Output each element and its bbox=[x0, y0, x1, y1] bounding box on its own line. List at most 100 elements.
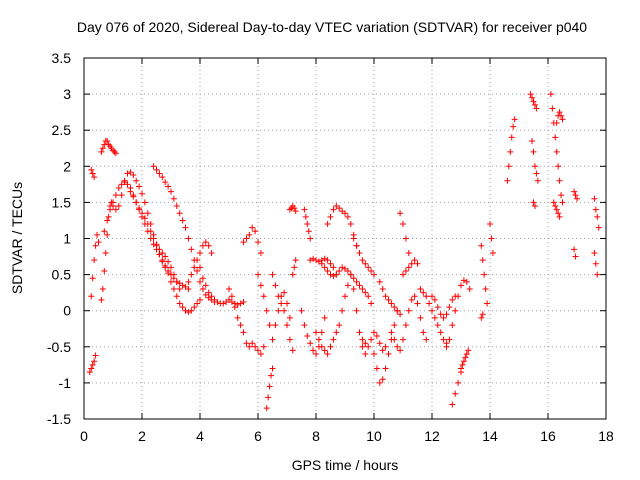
series-arc-30 bbox=[388, 293, 430, 354]
data-point bbox=[459, 361, 466, 368]
data-point bbox=[530, 98, 537, 105]
data-point bbox=[400, 271, 406, 278]
data-point bbox=[321, 255, 328, 262]
data-point bbox=[214, 299, 221, 306]
data-point bbox=[508, 134, 515, 141]
data-point bbox=[101, 228, 108, 235]
data-point bbox=[88, 365, 95, 372]
data-point bbox=[527, 91, 534, 98]
series-arc-44 bbox=[553, 109, 566, 126]
data-point bbox=[511, 116, 518, 123]
data-point bbox=[286, 206, 293, 213]
data-point bbox=[400, 336, 406, 343]
data-point bbox=[446, 336, 453, 343]
y-tick-label: 3 bbox=[63, 86, 71, 102]
data-point bbox=[147, 228, 154, 235]
data-point bbox=[385, 351, 392, 358]
data-point bbox=[342, 293, 348, 300]
data-point bbox=[420, 329, 427, 336]
y-tick-label: -1.5 bbox=[47, 411, 71, 427]
series-arc-48 bbox=[591, 195, 602, 231]
data-point bbox=[594, 213, 601, 220]
data-point bbox=[115, 203, 122, 210]
data-point bbox=[368, 300, 375, 307]
data-point bbox=[112, 150, 119, 157]
series-arc-23 bbox=[313, 271, 369, 358]
data-point bbox=[402, 267, 409, 274]
data-point bbox=[359, 286, 366, 293]
series-arc-46 bbox=[571, 188, 580, 202]
data-point bbox=[479, 257, 486, 264]
data-point bbox=[362, 289, 369, 296]
data-point bbox=[333, 271, 340, 278]
data-point bbox=[449, 401, 456, 408]
data-point bbox=[92, 242, 99, 249]
data-point bbox=[553, 148, 560, 155]
data-point bbox=[260, 293, 267, 300]
data-point bbox=[89, 275, 96, 282]
data-point bbox=[307, 235, 314, 242]
data-point bbox=[112, 192, 119, 199]
data-point bbox=[321, 264, 328, 271]
data-point bbox=[141, 199, 148, 206]
data-point bbox=[423, 293, 430, 300]
data-point bbox=[344, 282, 351, 289]
data-point bbox=[400, 221, 406, 228]
data-point bbox=[529, 94, 536, 101]
data-point bbox=[330, 336, 337, 343]
data-point bbox=[315, 336, 322, 343]
data-point bbox=[194, 257, 201, 264]
data-point bbox=[484, 300, 491, 307]
data-point bbox=[330, 273, 337, 280]
data-point bbox=[397, 347, 404, 354]
data-point bbox=[347, 271, 354, 278]
data-point bbox=[552, 134, 559, 141]
data-point bbox=[162, 262, 169, 269]
data-point bbox=[414, 300, 421, 307]
data-point bbox=[449, 322, 456, 329]
data-point bbox=[391, 336, 398, 343]
data-point bbox=[443, 311, 450, 318]
x-tick-label: 6 bbox=[254, 428, 262, 444]
data-point bbox=[197, 249, 203, 256]
data-point bbox=[105, 213, 112, 220]
data-point bbox=[327, 213, 334, 220]
data-point bbox=[275, 307, 282, 314]
series-arc-45 bbox=[550, 199, 563, 220]
x-tick-label: 16 bbox=[540, 428, 556, 444]
data-point bbox=[104, 231, 111, 238]
data-point bbox=[318, 343, 325, 350]
data-point bbox=[275, 293, 282, 300]
data-point bbox=[572, 192, 579, 199]
data-point bbox=[133, 199, 140, 206]
data-point bbox=[263, 405, 270, 412]
data-point bbox=[156, 246, 163, 253]
data-point bbox=[243, 340, 250, 347]
data-point bbox=[173, 293, 180, 300]
data-point bbox=[249, 224, 256, 231]
data-point bbox=[379, 286, 386, 293]
series-arc-07 bbox=[127, 188, 183, 293]
data-point bbox=[111, 148, 118, 155]
data-point bbox=[382, 343, 389, 350]
data-point bbox=[553, 206, 560, 213]
data-point bbox=[356, 329, 363, 336]
data-point bbox=[556, 109, 563, 116]
data-point bbox=[182, 224, 189, 231]
data-point bbox=[531, 163, 538, 170]
data-point bbox=[107, 206, 114, 213]
data-point bbox=[94, 231, 101, 238]
data-point bbox=[391, 304, 398, 311]
data-point bbox=[179, 217, 186, 224]
x-tick-label: 8 bbox=[312, 428, 320, 444]
series-arc-09 bbox=[185, 239, 215, 285]
data-point bbox=[156, 251, 163, 258]
series-arc-28 bbox=[397, 210, 412, 256]
data-point bbox=[176, 210, 183, 217]
y-tick-label: 2 bbox=[63, 158, 71, 174]
data-point bbox=[440, 314, 447, 321]
data-point bbox=[382, 293, 389, 300]
series-arc-43 bbox=[547, 91, 566, 206]
data-point bbox=[194, 267, 201, 274]
